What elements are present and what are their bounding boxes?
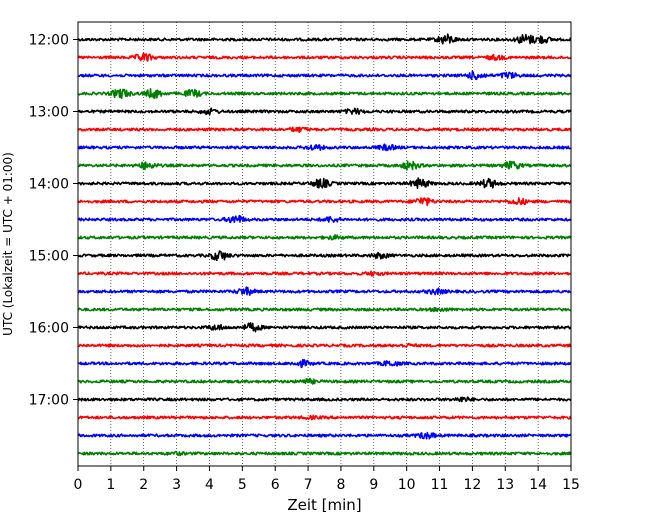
x-tick-label: 13: [496, 477, 514, 493]
y-tick-label: 12:00: [29, 33, 69, 49]
y-tick-label: 14:00: [29, 177, 69, 193]
seismogram-trace: [77, 177, 572, 190]
grid-lines: [110, 22, 539, 466]
y-axis: 12:00 13:00 14:00 15:00 16:00 17:00: [29, 33, 78, 409]
seismogram-trace: [77, 342, 572, 348]
plot-frame: [77, 21, 572, 467]
x-tick-label: 7: [304, 477, 313, 493]
x-axis-label: Zeit [min]: [287, 496, 361, 514]
seismogram-trace: [77, 250, 572, 262]
seismogram-trace: [77, 450, 572, 457]
x-tick-label: 3: [172, 477, 181, 493]
trace-group: [77, 33, 572, 457]
x-tick-label: 11: [431, 477, 449, 493]
x-tick-label: 0: [74, 477, 83, 493]
x-tick-label: 4: [205, 477, 214, 493]
x-tick-label: 10: [398, 477, 416, 493]
x-tick-label: 8: [336, 477, 345, 493]
seismogram-trace: [77, 88, 572, 100]
x-tick-label: 9: [369, 477, 378, 493]
seismogram-trace: [77, 322, 572, 333]
seismogram-trace: [77, 160, 572, 171]
seismogram-trace: [77, 126, 572, 134]
y-tick-label: 13:00: [29, 105, 69, 121]
seismogram-trace: [77, 270, 572, 277]
seismogram-trace: [77, 107, 572, 116]
seismogram-trace: [77, 70, 572, 81]
x-tick-label: 5: [238, 477, 247, 493]
seismogram-trace: [77, 234, 572, 241]
seismogram-trace: [77, 214, 572, 224]
x-tick-label: 15: [562, 477, 580, 493]
x-tick-label: 2: [139, 477, 148, 493]
seismogram-trace: [77, 286, 572, 296]
seismogram-trace: [77, 197, 572, 207]
y-axis-label: UTC (Lokalzeit = UTC + 01:00): [1, 152, 15, 336]
x-axis: 0 1 2 3 4 5 6 7 8 9 10 11 12 13 14 15: [74, 466, 580, 493]
seismogram-trace: [77, 33, 572, 45]
seismogram-trace: [77, 143, 572, 152]
seismogram-trace: [77, 431, 572, 440]
y-tick-label: 17:00: [29, 393, 69, 409]
x-tick-label: 1: [106, 477, 115, 493]
seismogram-trace: [77, 358, 572, 369]
seismogram-trace: [77, 414, 572, 421]
seismogram-trace: [77, 377, 572, 385]
seismogram-trace: [77, 306, 572, 313]
seismogram-trace: [77, 52, 572, 62]
y-tick-label: 16:00: [29, 321, 69, 337]
y-tick-label: 15:00: [29, 249, 69, 265]
seismogram-trace: [77, 396, 572, 403]
x-tick-label: 14: [529, 477, 547, 493]
x-tick-label: 12: [463, 477, 481, 493]
x-tick-label: 6: [271, 477, 280, 493]
